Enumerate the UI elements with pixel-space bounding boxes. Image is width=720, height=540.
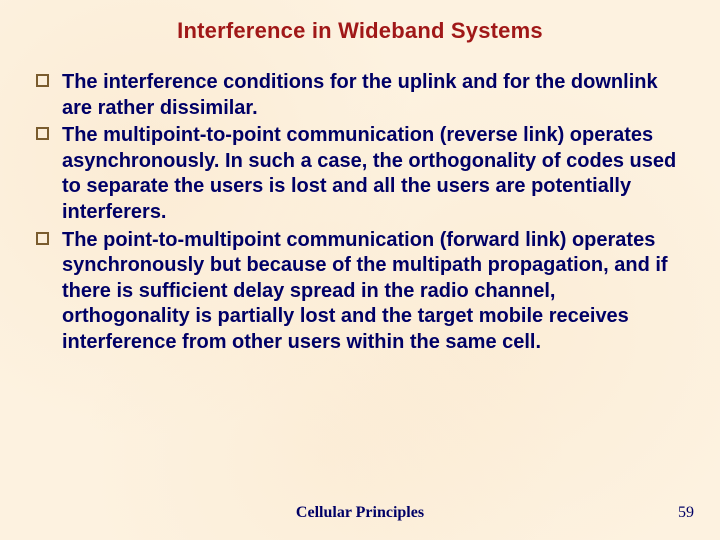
footer-title: Cellular Principles xyxy=(0,504,720,522)
bullet-text: The point-to-multipoint communication (f… xyxy=(62,229,668,353)
slide-title: Interference in Wideband Systems xyxy=(30,18,690,44)
bullet-text: The multipoint-to-point communication (r… xyxy=(62,124,676,223)
list-item: The interference conditions for the upli… xyxy=(34,70,684,121)
bullet-list: The interference conditions for the upli… xyxy=(30,70,690,356)
slide: Interference in Wideband Systems The int… xyxy=(0,0,720,540)
square-bullet-icon xyxy=(36,127,49,140)
list-item: The multipoint-to-point communication (r… xyxy=(34,123,684,225)
square-bullet-icon xyxy=(36,74,49,87)
bullet-text: The interference conditions for the upli… xyxy=(62,71,658,119)
square-bullet-icon xyxy=(36,232,49,245)
page-number: 59 xyxy=(678,504,694,522)
list-item: The point-to-multipoint communication (f… xyxy=(34,228,684,356)
